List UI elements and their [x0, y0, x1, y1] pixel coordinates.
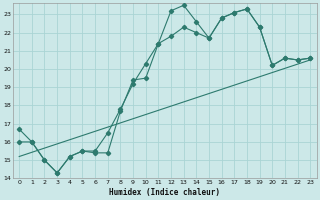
X-axis label: Humidex (Indice chaleur): Humidex (Indice chaleur)	[109, 188, 220, 197]
